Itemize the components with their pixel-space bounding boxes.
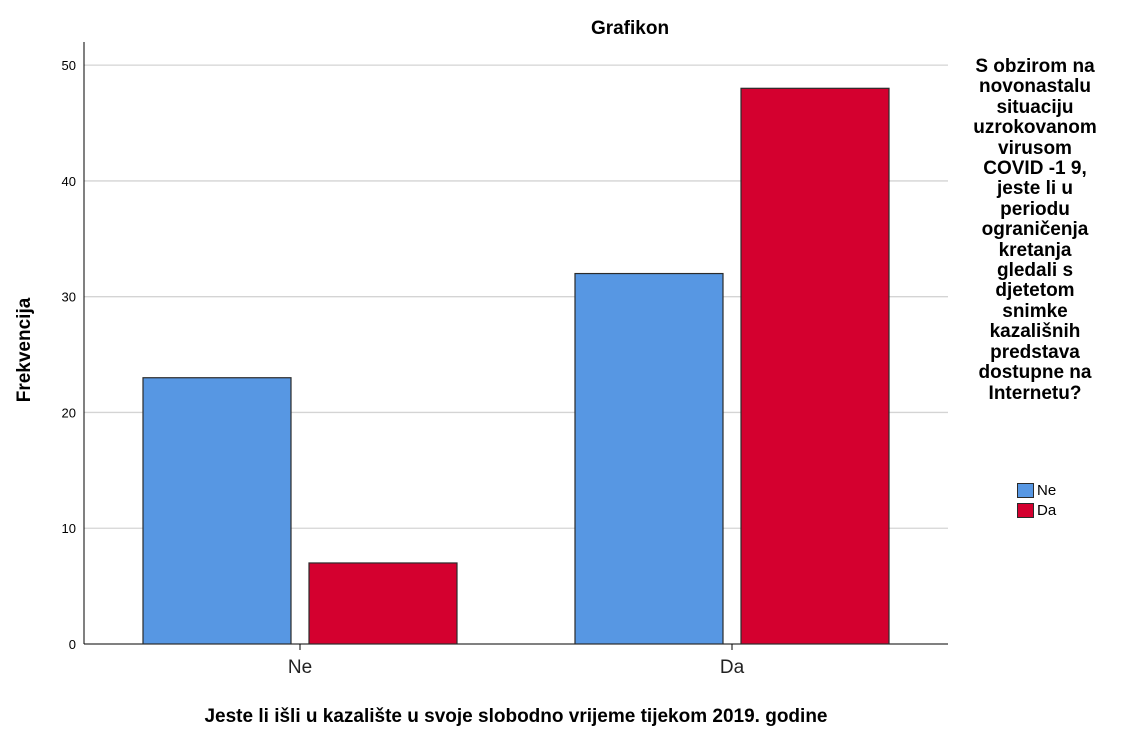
legend-label: Da (1037, 501, 1057, 519)
bar (740, 87, 890, 645)
bar (308, 562, 458, 645)
legend-title-line: kretanja (998, 239, 1072, 261)
y-tick-label: 50 (62, 58, 76, 73)
legend-title-line: predstava (990, 341, 1080, 363)
legend-title-line: snimke (1002, 300, 1068, 322)
legend-title-line: ograničenja (981, 219, 1089, 241)
y-tick-label: 40 (62, 174, 76, 189)
bar (142, 377, 292, 645)
legend-swatch (1017, 482, 1034, 498)
legend-title-line: virusom (998, 137, 1072, 159)
legend-item: Da (1017, 500, 1056, 520)
legend-swatch (1017, 502, 1034, 518)
legend-title-line: gledali s (996, 260, 1074, 282)
y-tick-label: 10 (62, 521, 76, 536)
legend-title-line: S obzirom na (975, 56, 1095, 77)
legend-title-line: situaciju (996, 96, 1074, 118)
legend-title-line: novonastalu (979, 76, 1091, 98)
y-tick-label: 30 (62, 290, 76, 305)
legend-title-line: COVID -1 9, (983, 158, 1087, 180)
y-axis-label: Frekvencija (14, 297, 35, 402)
legend-title-line: kazališnih (989, 321, 1081, 343)
legend-title-line: Internetu? (988, 382, 1082, 404)
legend-title-line: djetetom (995, 280, 1075, 302)
y-tick-label: 0 (69, 637, 76, 652)
legend-title-line: uzrokovanom (973, 117, 1097, 139)
bar (574, 272, 724, 645)
legend-title-line: periodu (1000, 198, 1070, 220)
x-tick-label: Da (720, 657, 745, 678)
legend-title-line: dostupne na (978, 362, 1092, 384)
y-tick-label: 20 (62, 405, 76, 420)
legend-title-line: jeste li u (996, 178, 1074, 200)
legend-item: Ne (1017, 480, 1056, 500)
legend-label: Ne (1037, 481, 1057, 499)
legend: Ne Da (1017, 480, 1056, 520)
legend-title: S obzirom na novonastalu situaciju uzrokova… (950, 56, 1120, 404)
x-axis-label: Jeste li išli u kazalište u svoje slobod… (204, 706, 827, 727)
chart-title: Grafikon (591, 18, 669, 39)
x-tick-label: Ne (288, 657, 312, 678)
